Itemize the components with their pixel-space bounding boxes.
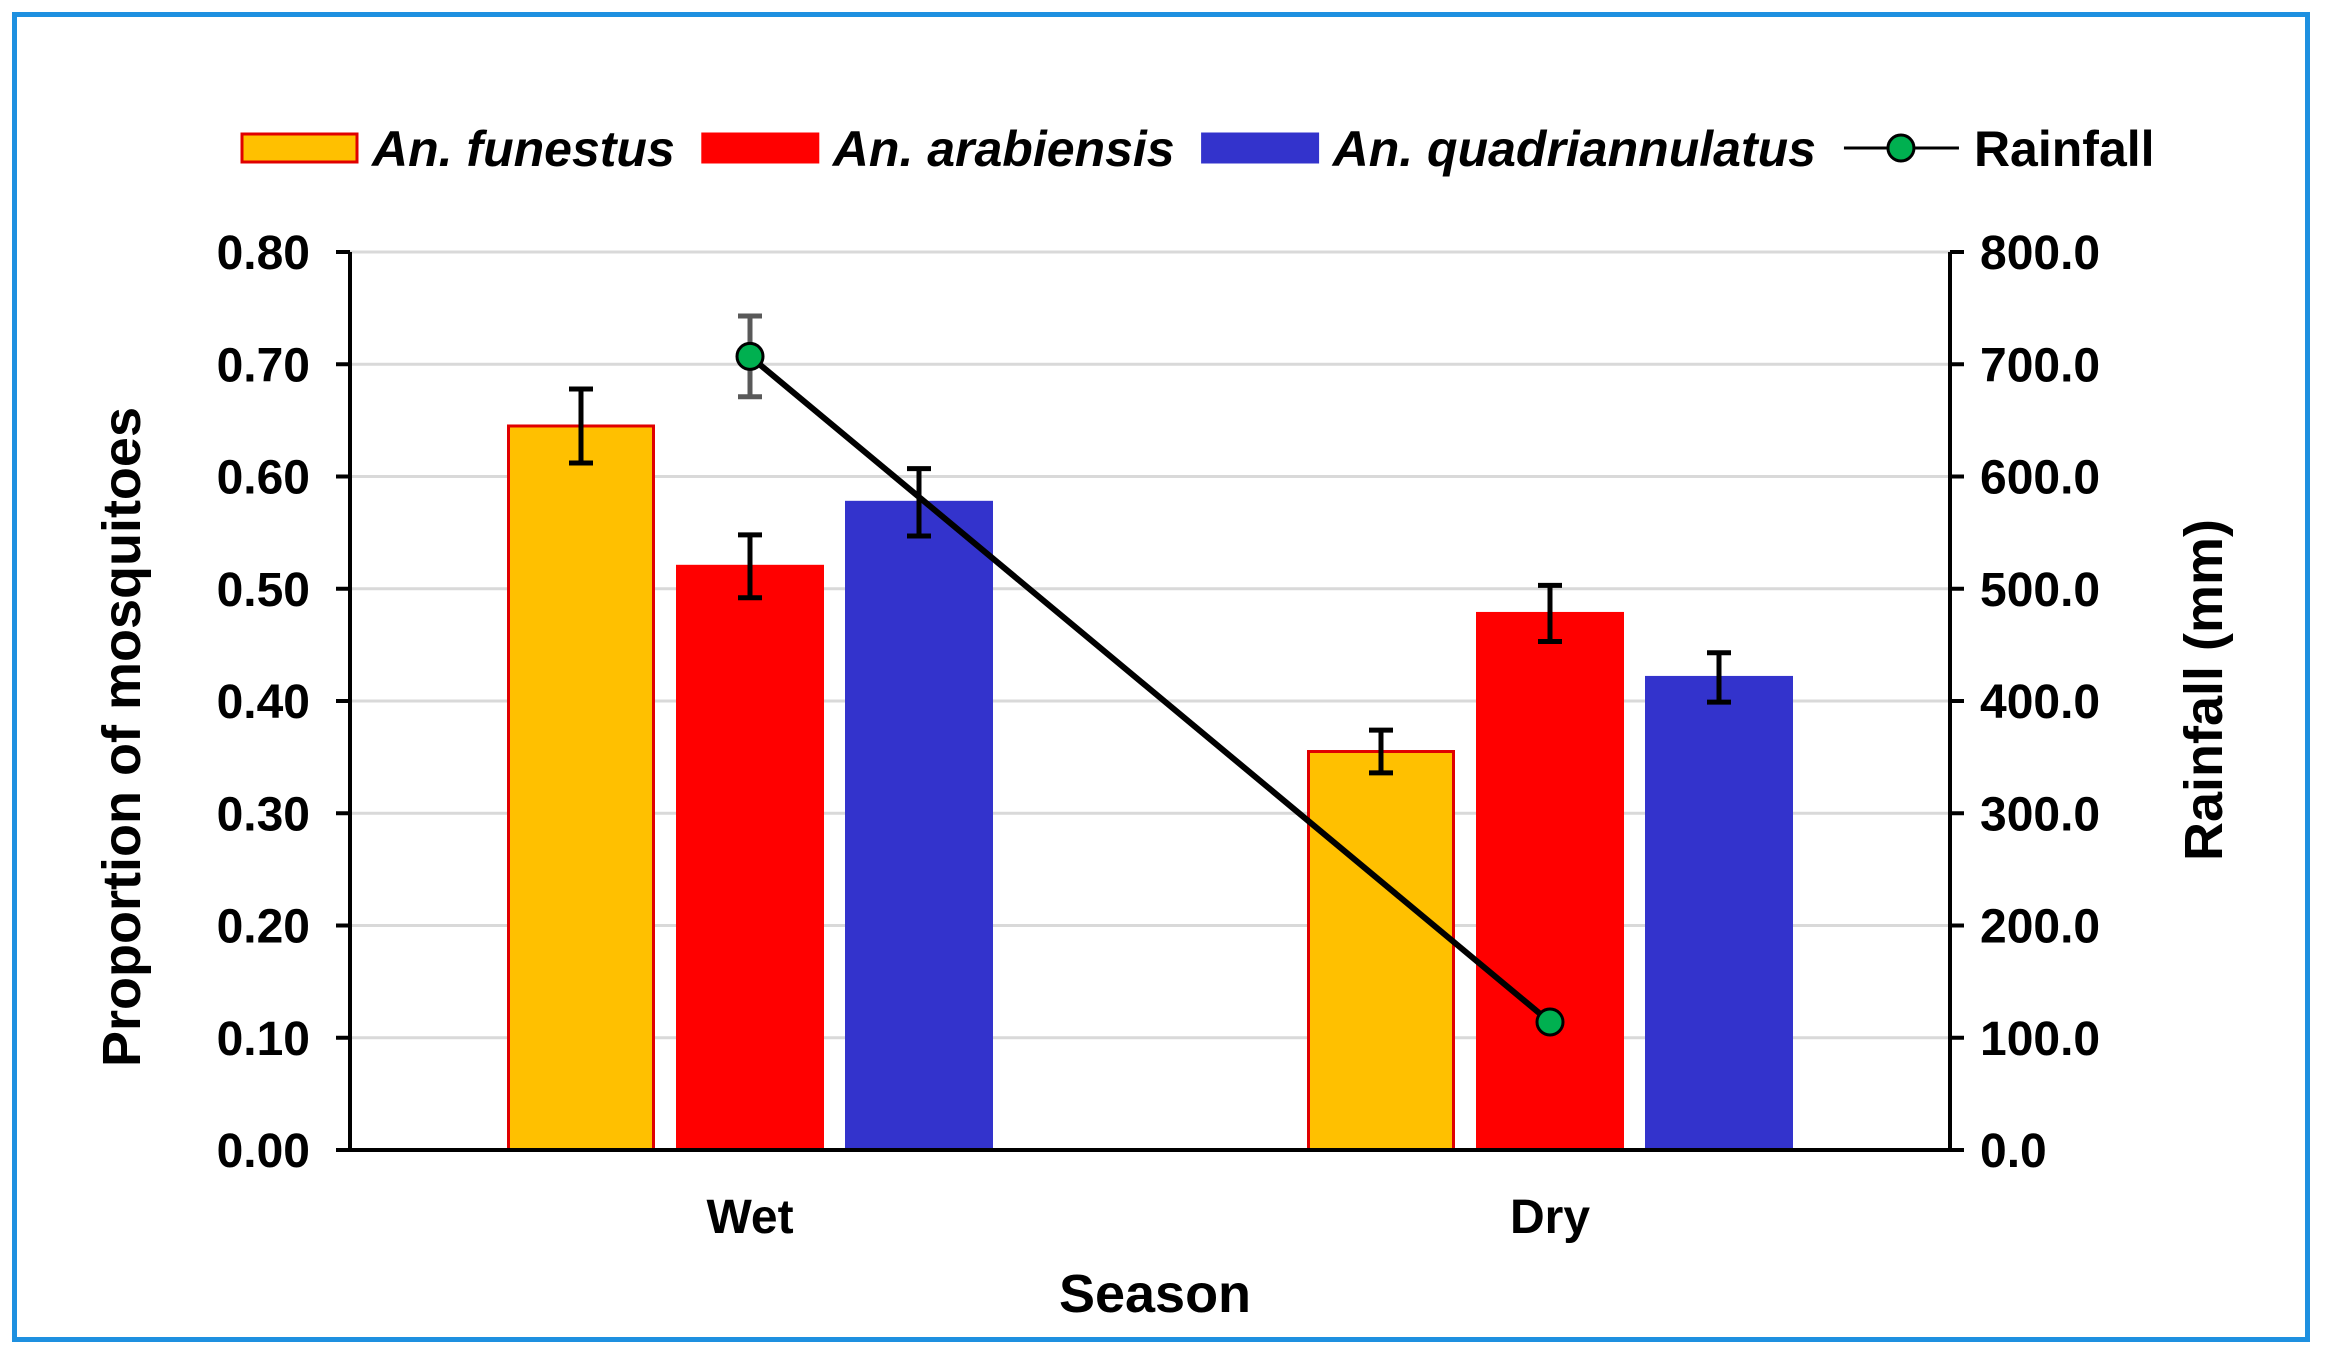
legend-swatch — [1201, 132, 1320, 164]
y-tick-label: 0.00 — [217, 1125, 310, 1178]
legend-marker-swatch — [1886, 133, 1916, 163]
rainfall-line — [748, 354, 1552, 1025]
bar — [676, 564, 824, 1152]
x-tick-label: Dry — [1510, 1191, 1590, 1244]
y-tick-label: 0.20 — [217, 901, 310, 954]
y2-tick-label: 600.0 — [1980, 452, 2100, 505]
bar — [1476, 611, 1624, 1152]
legend-swatch — [701, 132, 820, 164]
rainfall-point — [735, 341, 765, 371]
y-tick-label: 0.30 — [217, 788, 310, 841]
legend: An. funestus An. arabiensis An. quadriannu… — [240, 121, 2155, 177]
chart-frame — [12, 12, 2310, 1342]
legend-label: An. quadriannulatus — [1331, 121, 1816, 177]
y-tick-label: 0.60 — [217, 452, 310, 505]
y-tick-label: 0.40 — [217, 676, 310, 729]
bar — [845, 500, 993, 1152]
y2-tick-label: 500.0 — [1980, 564, 2100, 617]
y-axis-title: Proportion of mosquitoes — [92, 407, 152, 1067]
bar — [507, 424, 655, 1152]
bar — [1645, 675, 1793, 1152]
y2-tick-label: 200.0 — [1980, 901, 2100, 954]
y-tick-label: 0.80 — [217, 227, 310, 280]
y-tick-label: 0.50 — [217, 564, 310, 617]
y-tick-label: 0.10 — [217, 1013, 310, 1066]
rainfall-point — [1535, 1007, 1565, 1037]
legend-label: Rainfall — [1974, 121, 2155, 177]
legend-label: An. funestus — [370, 121, 675, 177]
y2-axis-title: Rainfall (mm) — [2174, 519, 2234, 861]
y2-tick-label: 0.0 — [1980, 1125, 2047, 1178]
y2-tick-label: 700.0 — [1980, 339, 2100, 392]
y-tick-label: 0.70 — [217, 339, 310, 392]
x-axis-title: Season — [1059, 1264, 1251, 1324]
y2-tick-label: 800.0 — [1980, 227, 2100, 280]
legend-label: An. arabiensis — [831, 121, 1175, 177]
bar — [1307, 750, 1455, 1152]
y2-tick-label: 300.0 — [1980, 788, 2100, 841]
x-tick-label: Wet — [706, 1191, 793, 1244]
y2-tick-label: 400.0 — [1980, 676, 2100, 729]
y2-tick-label: 100.0 — [1980, 1013, 2100, 1066]
legend-swatch — [240, 132, 359, 164]
